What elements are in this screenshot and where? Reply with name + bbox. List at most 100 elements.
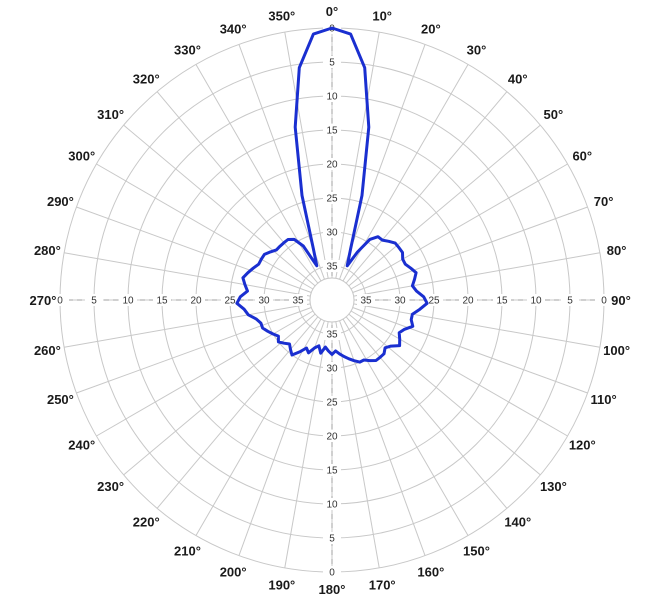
radial-tick-label-bottom-25: 25: [326, 398, 338, 409]
radial-tick-label-top-15: 15: [326, 126, 338, 137]
grid-spoke-80: [353, 252, 600, 297]
radial-tick-label-bottom-20: 20: [326, 432, 338, 443]
angle-tick-label-310: 310°: [97, 107, 124, 122]
grid-spoke-100: [353, 303, 600, 348]
radial-tick-label-bottom-35: 35: [326, 330, 338, 341]
angle-tick-label-90: 90°: [611, 293, 631, 308]
radial-tick-label-left-15: 15: [156, 296, 168, 307]
radial-tick-label-right-15: 15: [496, 296, 508, 307]
grid-spoke-140: [345, 316, 508, 509]
radial-label-bg: [255, 294, 273, 306]
grid-spoke-290: [76, 206, 312, 293]
radial-label-bg: [323, 464, 341, 476]
angle-tick-label-70: 70°: [594, 194, 614, 209]
series-line-0: [235, 26, 429, 364]
radial-tick-label-left-35: 35: [292, 296, 304, 307]
grid-spoke-260: [64, 303, 311, 348]
angle-tick-label-200: 200°: [220, 565, 247, 580]
radial-label-bg: [323, 498, 341, 510]
radial-tick-label-left-30: 30: [258, 296, 270, 307]
angle-tick-label-290: 290°: [47, 194, 74, 209]
radial-label-bg: [323, 362, 341, 374]
radial-label-bg: [119, 294, 137, 306]
radial-tick-label-right-30: 30: [394, 296, 406, 307]
grid-spoke-110: [352, 307, 588, 394]
grid-spoke-150: [342, 318, 469, 536]
radial-label-bg: [459, 294, 477, 306]
grid-spoke-200: [238, 320, 325, 556]
radial-tick-label-left-10: 10: [122, 296, 134, 307]
radial-label-bg: [289, 294, 307, 306]
radial-tick-label-top-20: 20: [326, 160, 338, 171]
angle-tick-label-100: 100°: [603, 343, 630, 358]
radial-label-bg: [493, 294, 511, 306]
radial-tick-label-right-5: 5: [567, 296, 573, 307]
angle-tick-label-20: 20°: [421, 21, 441, 36]
radial-label-bg: [153, 294, 171, 306]
radial-label-bg: [323, 260, 341, 272]
radial-label-bg: [595, 294, 613, 306]
radial-tick-label-top-35: 35: [326, 262, 338, 273]
grid-spoke-70: [352, 206, 588, 293]
angle-tick-label-180: 180°: [319, 582, 346, 597]
radial-tick-label-right-10: 10: [530, 296, 542, 307]
grid-spoke-300: [96, 163, 314, 290]
radial-label-bg: [51, 294, 69, 306]
grid-spoke-40: [345, 91, 508, 284]
angle-tick-label-0: 0°: [326, 4, 338, 19]
angle-tick-label-320: 320°: [133, 72, 160, 87]
radial-label-bg: [187, 294, 205, 306]
grid-spoke-240: [96, 310, 314, 437]
grid-spoke-60: [350, 163, 568, 290]
radial-label-bg: [323, 90, 341, 102]
radial-label-bg: [527, 294, 545, 306]
radial-tick-label-bottom-5: 5: [329, 534, 335, 545]
series-trace-layer: [235, 26, 429, 364]
angle-tick-label-40: 40°: [508, 72, 528, 87]
radial-label-bg: [323, 532, 341, 544]
angle-tick-label-350: 350°: [268, 8, 295, 23]
angle-tick-label-340: 340°: [220, 21, 247, 36]
grid-spoke-170: [335, 321, 380, 568]
radial-label-bg: [425, 294, 443, 306]
radial-label-bg: [323, 158, 341, 170]
radial-tick-label-bottom-30: 30: [326, 364, 338, 375]
grid-spoke-320: [156, 91, 319, 284]
radial-tick-label-bottom-10: 10: [326, 500, 338, 511]
grid-spoke-250: [76, 307, 312, 394]
grid-spoke-10: [335, 32, 380, 279]
radial-label-bg: [221, 294, 239, 306]
radial-label-bg: [391, 294, 409, 306]
grid-spoke-120: [350, 310, 568, 437]
grid-spoke-50: [348, 124, 541, 287]
radial-tick-label-right-35: 35: [360, 296, 372, 307]
radial-tick-label-left-5: 5: [91, 296, 97, 307]
angle-tick-label-50: 50°: [544, 107, 564, 122]
radial-label-bg: [85, 294, 103, 306]
angle-tick-label-280: 280°: [34, 243, 61, 258]
radial-label-bg: [323, 192, 341, 204]
grid-spoke-130: [348, 313, 541, 476]
radial-label-bg: [323, 430, 341, 442]
angle-tick-label-260: 260°: [34, 343, 61, 358]
grid-spoke-280: [64, 252, 311, 297]
angle-tick-label-160: 160°: [417, 565, 444, 580]
angle-tick-label-250: 250°: [47, 392, 74, 407]
angle-tick-label-220: 220°: [133, 514, 160, 529]
radial-tick-label-bottom-0: 0: [329, 568, 335, 579]
angle-tick-label-240: 240°: [68, 438, 95, 453]
grid-spoke-230: [123, 313, 316, 476]
grid-spoke-210: [195, 318, 322, 536]
radial-tick-label-top-5: 5: [329, 58, 335, 69]
radial-label-bg: [323, 566, 341, 578]
angle-tick-label-150: 150°: [463, 543, 490, 558]
radial-label-bg: [323, 226, 341, 238]
radial-label-bg: [323, 396, 341, 408]
radial-tick-labels: 0 5 10 15 20 25 30 35 0 5 10 15 20 25 30 35 0 5 10 15 20 25 30…: [51, 22, 613, 579]
radial-tick-label-right-25: 25: [428, 296, 440, 307]
radial-label-bg: [561, 294, 579, 306]
angle-tick-label-10: 10°: [372, 8, 392, 23]
radial-label-bg: [323, 56, 341, 68]
angle-tick-label-80: 80°: [607, 243, 627, 258]
